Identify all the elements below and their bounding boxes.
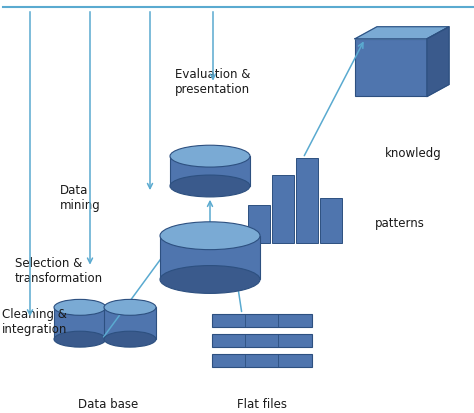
Text: patterns: patterns (375, 216, 425, 229)
Ellipse shape (104, 300, 156, 316)
Bar (212, 335, 312, 347)
Text: Evaluation &
presentation: Evaluation & presentation (175, 67, 250, 95)
Ellipse shape (54, 300, 106, 316)
Ellipse shape (170, 176, 250, 197)
Text: Data
mining: Data mining (60, 183, 101, 211)
Polygon shape (355, 28, 449, 40)
Ellipse shape (160, 266, 260, 294)
Ellipse shape (160, 222, 260, 250)
Bar (272, 176, 294, 243)
Bar (212, 354, 312, 367)
Text: Cleaning &
integration: Cleaning & integration (2, 308, 67, 335)
Ellipse shape (54, 331, 106, 347)
Polygon shape (427, 28, 449, 97)
Bar (296, 159, 318, 243)
Bar (104, 308, 156, 339)
Ellipse shape (104, 331, 156, 347)
Bar (355, 40, 427, 97)
Bar (212, 315, 312, 328)
Bar (320, 199, 342, 243)
Bar (248, 205, 270, 243)
Text: Selection &
transformation: Selection & transformation (15, 256, 103, 284)
Text: Data base: Data base (78, 397, 138, 410)
Bar (160, 236, 260, 280)
Text: knowledg: knowledg (385, 147, 442, 160)
Text: Flat files: Flat files (237, 397, 287, 410)
Bar (54, 308, 106, 339)
Bar (170, 157, 250, 187)
Ellipse shape (170, 146, 250, 168)
